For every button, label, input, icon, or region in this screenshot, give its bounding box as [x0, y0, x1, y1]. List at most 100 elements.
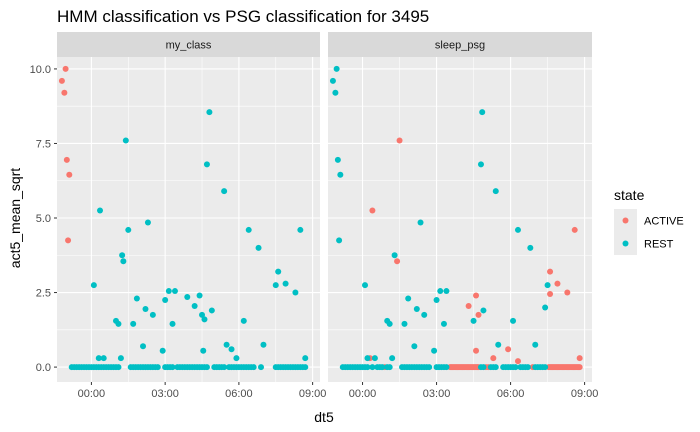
plot-area [328, 57, 592, 382]
chart-title: HMM classification vs PSG classification… [57, 7, 429, 26]
data-point-rest [201, 316, 208, 323]
data-point-rest [337, 171, 344, 178]
data-point-rest [122, 137, 129, 144]
plot-area [57, 57, 320, 382]
data-point-rest [203, 161, 210, 168]
data-points [58, 65, 583, 371]
data-point-rest [336, 237, 343, 244]
y-tick-label: 2.5 [36, 288, 51, 300]
data-point-rest [379, 364, 386, 371]
legend-label-rest: REST [644, 239, 674, 251]
data-point-rest [255, 244, 262, 251]
data-point-rest [479, 109, 486, 116]
data-point-rest [171, 288, 178, 295]
data-point-rest [115, 320, 122, 327]
data-point-active [473, 347, 480, 354]
data-point-active [396, 137, 403, 144]
data-point-rest [250, 364, 257, 371]
data-point-rest [495, 341, 502, 348]
data-point-rest [532, 341, 539, 348]
data-point-rest [369, 364, 376, 371]
data-point-active [505, 346, 512, 353]
x-tick-label: 06:00 [225, 388, 253, 400]
data-point-active [65, 237, 72, 244]
data-point-rest [200, 347, 207, 354]
data-point-rest [169, 320, 176, 327]
data-point-rest [196, 292, 203, 299]
data-point-rest [480, 364, 487, 371]
data-point-rest [510, 317, 517, 324]
data-point-rest [130, 320, 137, 327]
data-point-rest [417, 219, 424, 226]
data-point-rest [411, 343, 418, 350]
data-point-rest [292, 289, 299, 296]
x-tick-label: 09:00 [571, 388, 599, 400]
y-axis: 0.0 2.5 5.0 7.5 10.0 [30, 64, 57, 374]
data-point-rest [149, 311, 156, 318]
x-tick-label: 06:00 [497, 388, 525, 400]
y-tick-label: 10.0 [30, 64, 51, 76]
x-axis-title: dt5 [314, 409, 334, 425]
data-point-rest [97, 207, 104, 214]
data-point-rest [364, 364, 371, 371]
data-point-rest [223, 341, 230, 348]
legend-label-active: ACTIVE [644, 216, 684, 228]
data-point-rest [159, 347, 166, 354]
data-point-rest [228, 346, 235, 353]
data-point-active [554, 280, 561, 287]
data-point-rest [240, 317, 247, 324]
data-point-rest [426, 364, 433, 371]
data-point-active [465, 302, 472, 309]
data-point-rest [199, 311, 206, 318]
data-point-rest [492, 188, 499, 195]
data-point-rest [208, 307, 215, 314]
data-point-rest [221, 364, 228, 371]
data-point-rest [133, 295, 140, 302]
y-tick-label: 7.5 [36, 138, 51, 150]
data-point-rest [191, 302, 198, 309]
data-point-rest [142, 305, 149, 312]
x-tick-label: 00:00 [349, 388, 377, 400]
data-point-rest [391, 252, 398, 259]
facet-strip [57, 32, 320, 57]
data-point-rest [542, 304, 549, 311]
data-point-rest [386, 320, 393, 327]
data-point-rest [233, 355, 240, 362]
data-point-active [490, 355, 497, 362]
data-point-active [576, 355, 583, 362]
data-point-active [473, 292, 480, 299]
facet-panels: my_class sleep_psg [57, 32, 592, 382]
data-point-rest [389, 355, 396, 362]
data-point-rest [90, 282, 97, 289]
data-point-rest [140, 343, 147, 350]
data-point-rest [371, 355, 378, 362]
facet-panel-my-class: my_class [57, 32, 320, 382]
data-point-rest [421, 311, 428, 318]
facet-strip-label: my_class [166, 40, 212, 52]
x-tick-label: 00:00 [78, 388, 106, 400]
data-point-active [66, 171, 73, 178]
y-tick-label: 5.0 [36, 213, 51, 225]
data-point-rest [260, 341, 267, 348]
legend: state ACTIVE REST [614, 187, 684, 255]
data-point-rest [332, 89, 339, 96]
y-axis-title: act5_mean_sqrt [7, 168, 23, 269]
data-point-rest [524, 364, 531, 371]
facet-panel-sleep-psg: sleep_psg [328, 32, 592, 382]
data-point-rest [334, 156, 341, 163]
data-point-rest [492, 364, 499, 371]
facet-strip-label: sleep_psg [435, 40, 485, 52]
data-point-rest [433, 297, 440, 304]
data-point-rest [245, 226, 252, 233]
data-point-rest [282, 280, 289, 287]
data-point-rest [440, 320, 447, 327]
data-point-active [394, 258, 401, 265]
data-point-active [369, 207, 376, 214]
data-point-rest [275, 268, 282, 275]
x-tick-label: 09:00 [299, 388, 327, 400]
data-point-rest [477, 161, 484, 168]
data-point-rest [329, 77, 336, 84]
data-point-rest [117, 355, 124, 362]
data-point-rest [115, 364, 122, 371]
